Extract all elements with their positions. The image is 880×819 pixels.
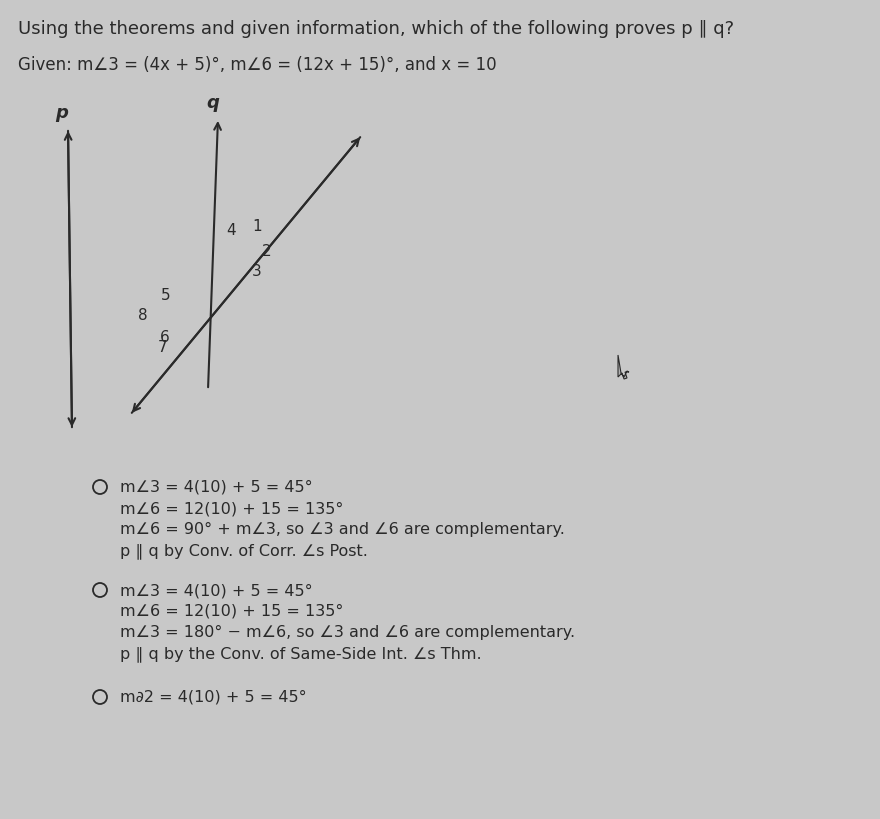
Text: Given: m∠3 = (4x + 5)°, m∠6 = (12x + 15)°, and x = 10: Given: m∠3 = (4x + 5)°, m∠6 = (12x + 15)…	[18, 56, 496, 74]
Text: 8: 8	[138, 309, 148, 324]
Text: q: q	[207, 94, 219, 112]
Text: 5: 5	[160, 288, 170, 303]
Text: p: p	[55, 104, 69, 122]
Polygon shape	[618, 355, 629, 379]
Text: 3: 3	[252, 264, 261, 279]
Text: m∠6 = 12(10) + 15 = 135°: m∠6 = 12(10) + 15 = 135°	[120, 604, 343, 619]
Text: m∂2 = 4(10) + 5 = 45°: m∂2 = 4(10) + 5 = 45°	[120, 690, 306, 705]
Text: p ∥ q by Conv. of Corr. ∠s Post.: p ∥ q by Conv. of Corr. ∠s Post.	[120, 543, 368, 559]
Text: m∠6 = 90° + m∠3, so ∠3 and ∠6 are complementary.: m∠6 = 90° + m∠3, so ∠3 and ∠6 are comple…	[120, 522, 565, 537]
Text: p ∥ q by the Conv. of Same-Side Int. ∠s Thm.: p ∥ q by the Conv. of Same-Side Int. ∠s …	[120, 646, 481, 662]
Text: 2: 2	[262, 245, 272, 260]
Text: m∠6 = 12(10) + 15 = 135°: m∠6 = 12(10) + 15 = 135°	[120, 501, 343, 516]
Text: m∠3 = 4(10) + 5 = 45°: m∠3 = 4(10) + 5 = 45°	[120, 480, 312, 495]
Text: m∠3 = 4(10) + 5 = 45°: m∠3 = 4(10) + 5 = 45°	[120, 583, 312, 598]
Text: 4: 4	[226, 223, 236, 238]
Text: 7: 7	[158, 340, 168, 355]
Text: m∠3 = 180° − m∠6, so ∠3 and ∠6 are complementary.: m∠3 = 180° − m∠6, so ∠3 and ∠6 are compl…	[120, 625, 576, 640]
Text: Using the theorems and given information, which of the following proves p ∥ q?: Using the theorems and given information…	[18, 20, 734, 38]
Text: 1: 1	[252, 219, 261, 234]
Text: 6: 6	[160, 330, 170, 345]
